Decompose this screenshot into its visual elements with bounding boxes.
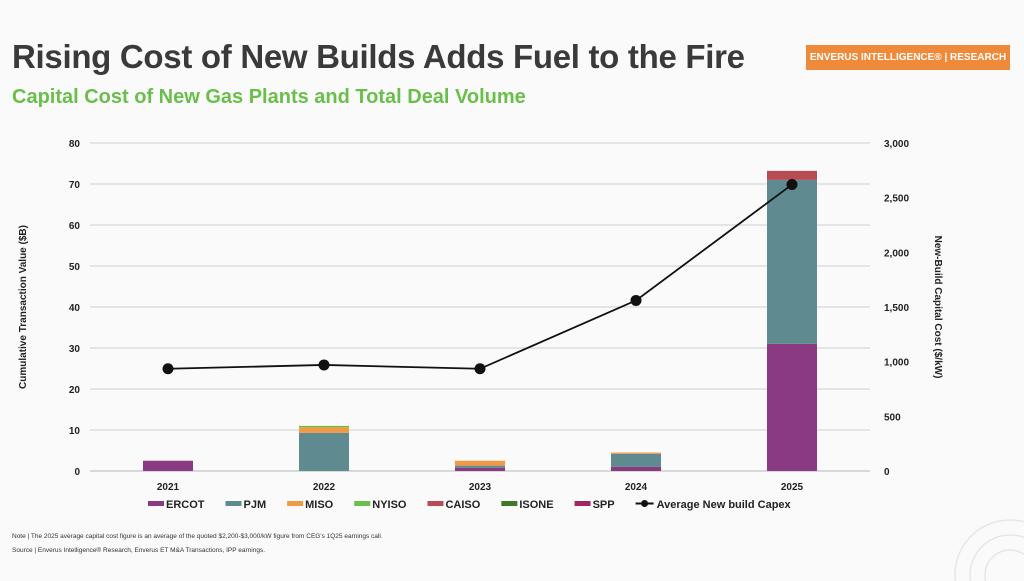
y2-tick-label: 1,500 (884, 303, 909, 314)
y-tick-label: 50 (69, 262, 81, 273)
y2-tick-label: 3,000 (884, 139, 909, 150)
bar-pjm-2025 (767, 179, 817, 344)
page-title: Rising Cost of New Builds Adds Fuel to t… (12, 38, 745, 75)
legend-swatch (354, 501, 371, 506)
y2-axis-label: New-Build Capital Cost ($/kW) (932, 236, 943, 379)
bar-miso-2022 (299, 427, 349, 433)
y2-tick-label: 2,000 (884, 248, 909, 259)
legend-item-nyiso: NYISO (354, 499, 407, 511)
legend-label: NYISO (372, 499, 407, 511)
capex-point-2023 (474, 363, 486, 375)
bar-ercot-2024 (611, 466, 661, 471)
x-tick-label: 2021 (157, 482, 180, 493)
y2-tick-label: 1,000 (884, 358, 909, 369)
y-tick-label: 60 (69, 221, 81, 232)
bar-miso-2024 (611, 452, 661, 454)
bar-pjm-2024 (611, 453, 661, 467)
y-axis-label: Cumulative Transaction Value ($B) (18, 225, 29, 389)
legend-item-spp: SPP (574, 499, 615, 511)
y2-tick-label: 500 (884, 412, 901, 423)
decorative-circles (954, 519, 1024, 581)
bar-ercot-2025 (767, 343, 817, 471)
legend-item-ercot: ERCOT (148, 499, 205, 511)
legend-swatch (225, 501, 242, 506)
capex-point-2025 (786, 179, 798, 191)
bar-ercot-2023 (455, 467, 505, 471)
legend-swatch (574, 501, 591, 506)
capex-line (167, 183, 793, 370)
y-tick-label: 30 (69, 344, 81, 355)
x-tick-label: 2023 (469, 482, 492, 493)
legend-label: CAISO (445, 499, 480, 511)
x-tick-label: 2024 (625, 482, 648, 493)
legend-item-isone: ISONE (501, 499, 554, 511)
y-tick-label: 80 (69, 139, 81, 150)
legend-label: MISO (305, 499, 334, 511)
legend-label: ISONE (519, 499, 553, 511)
legend-item-miso: MISO (287, 499, 334, 511)
y2-tick-label: 2,500 (884, 194, 909, 205)
y-tick-label: 40 (69, 303, 81, 314)
source-note: Source | Enverus Intelligence® Research,… (12, 547, 266, 554)
brand-badge: ENVERUS INTELLIGENCE® | RESEARCH (806, 45, 1010, 70)
y-tick-label: 20 (69, 385, 81, 396)
bar-ercot-2021 (143, 460, 193, 471)
x-tick-label: 2025 (781, 482, 804, 493)
y-tick-label: 10 (69, 426, 81, 437)
bar-nyiso-2022 (299, 425, 349, 428)
legend-label: PJM (244, 499, 267, 511)
x-tick-label: 2022 (313, 482, 336, 493)
bar-caiso-2025 (767, 170, 817, 180)
legend-item-caiso: CAISO (427, 499, 481, 511)
footnote: Note | The 2025 average capital cost fig… (12, 533, 383, 540)
bar-miso-2023 (455, 460, 505, 466)
legend-swatch (501, 501, 518, 506)
legend-swatch (427, 501, 444, 506)
legend-marker-swatch (641, 500, 649, 507)
legend-swatch (287, 501, 304, 506)
legend-label: SPP (593, 499, 615, 511)
legend-label: ERCOT (166, 499, 205, 511)
y2-tick-label: 0 (884, 467, 890, 478)
legend-label: Average New build Capex (657, 499, 792, 511)
y-tick-label: 0 (74, 467, 80, 478)
legend-item-capex: Average New build Capex (635, 499, 792, 511)
bar-pjm-2023 (455, 465, 505, 468)
legend-item-pjm: PJM (225, 499, 267, 511)
bar-pjm-2022 (299, 432, 349, 471)
y-tick-label: 70 (69, 180, 81, 191)
legend-swatch (148, 501, 164, 506)
capex-point-2021 (162, 363, 174, 375)
capex-point-2024 (630, 294, 642, 306)
chart-subtitle: Capital Cost of New Gas Plants and Total… (12, 86, 526, 108)
capex-point-2022 (318, 359, 330, 371)
